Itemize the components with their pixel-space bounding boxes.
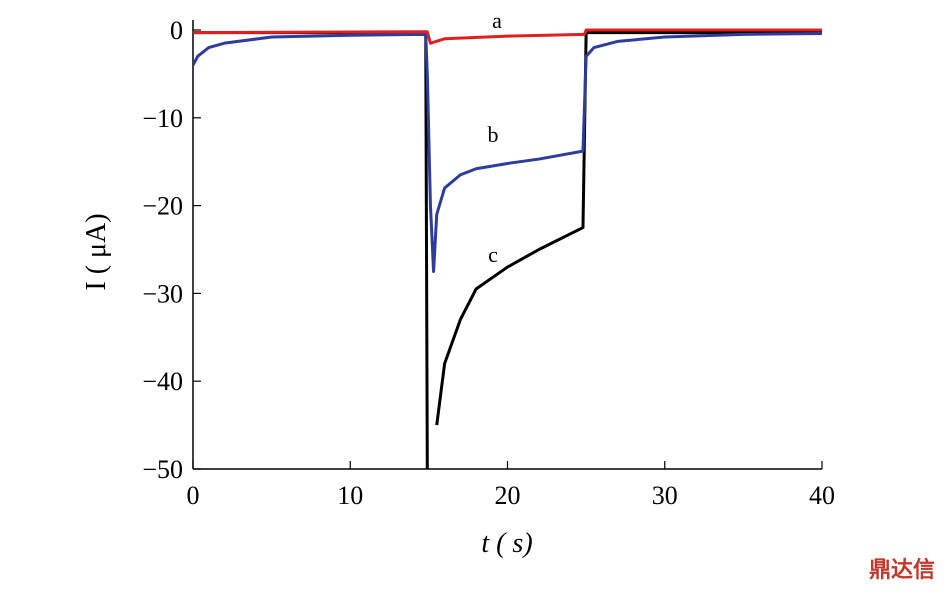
- x-tick-label: 10: [337, 481, 363, 510]
- watermark: 鼎达信: [869, 557, 935, 582]
- annotation: c: [488, 242, 498, 267]
- line-series: [193, 31, 822, 469]
- y-tick-label: −10: [142, 104, 183, 133]
- y-tick-label: −20: [142, 192, 183, 221]
- y-axis-title: I ( μA): [81, 213, 112, 290]
- x-tick-label: 0: [187, 481, 200, 510]
- x-tick-label: 40: [809, 481, 835, 510]
- y-tick-label: −50: [142, 455, 183, 484]
- y-tick-label: 0: [170, 16, 183, 45]
- y-tick-label: −30: [142, 279, 183, 308]
- line-series: [193, 28, 822, 45]
- annotation: a: [492, 8, 502, 33]
- x-axis-title: t ( s): [481, 528, 532, 559]
- x-tick-label: 20: [495, 481, 521, 510]
- annotation: b: [488, 122, 499, 147]
- x-tick-label: 30: [652, 481, 678, 510]
- y-tick-label: −40: [142, 367, 183, 396]
- line-series: [193, 32, 823, 273]
